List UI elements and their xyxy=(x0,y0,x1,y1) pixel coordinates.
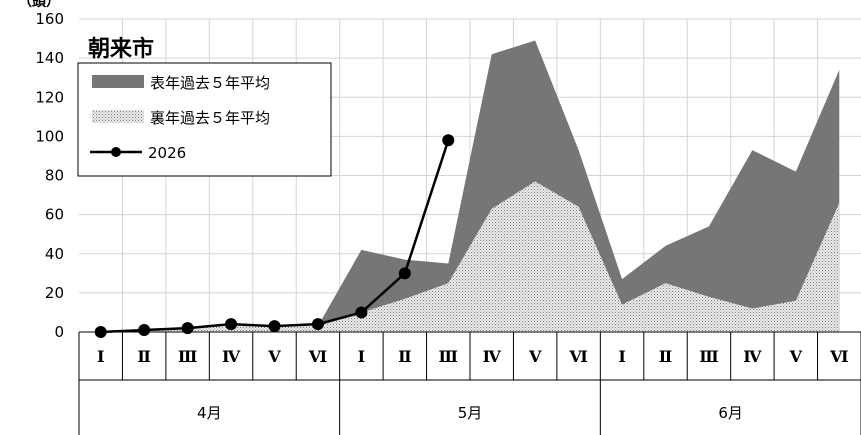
x-tick-label: Ⅳ xyxy=(743,347,762,366)
point-2026 xyxy=(311,318,324,331)
y-axis-unit: （頭） xyxy=(18,0,60,10)
y-tick-label: 160 xyxy=(35,10,64,28)
y-tick-label: 140 xyxy=(35,49,64,67)
legend-label-ura: 裏年過去５年平均 xyxy=(150,109,270,127)
x-tick-label: Ⅱ xyxy=(659,347,672,366)
x-tick-label: Ⅵ xyxy=(308,347,327,366)
legend-label-2026: 2026 xyxy=(148,144,186,162)
month-label: 4月 xyxy=(197,404,222,422)
point-2026 xyxy=(355,306,368,319)
x-tick-label: Ⅴ xyxy=(267,347,281,366)
point-2026 xyxy=(94,326,107,338)
point-2026 xyxy=(181,322,194,335)
point-2026 xyxy=(268,320,281,333)
month-label: 5月 xyxy=(458,404,483,422)
y-tick-label: 80 xyxy=(45,167,64,185)
legend-marker-2026 xyxy=(111,147,121,157)
area-ura xyxy=(100,181,840,332)
x-tick-label: Ⅱ xyxy=(137,347,150,366)
x-tick-label: Ⅳ xyxy=(222,347,241,366)
legend-swatch-ura xyxy=(92,110,144,123)
legend: 表年過去５年平均 裏年過去５年平均 2026 xyxy=(77,62,332,177)
x-tick-label: Ⅰ xyxy=(358,347,365,366)
y-tick-label: 120 xyxy=(35,88,64,106)
y-tick-label: 20 xyxy=(45,284,64,302)
point-2026 xyxy=(225,318,238,331)
legend-label-omote: 表年過去５年平均 xyxy=(150,74,270,92)
point-2026 xyxy=(138,324,151,337)
x-tick-label: Ⅲ xyxy=(439,347,458,366)
area-omote xyxy=(100,40,840,333)
x-tick-label: Ⅳ xyxy=(483,347,502,366)
month-label: 6月 xyxy=(718,404,743,422)
x-tick-label: Ⅱ xyxy=(398,347,411,366)
y-tick-label: 60 xyxy=(45,206,64,224)
y-tick-label: 40 xyxy=(45,245,64,263)
x-tick-label: Ⅴ xyxy=(789,347,803,366)
x-tick-label: Ⅲ xyxy=(178,347,197,366)
x-tick-label: Ⅰ xyxy=(618,347,625,366)
x-tick-label: Ⅵ xyxy=(829,347,848,366)
y-tick-label: 100 xyxy=(35,127,64,145)
point-2026 xyxy=(442,134,455,147)
legend-swatch-omote xyxy=(92,75,144,88)
x-tick-label: Ⅲ xyxy=(699,347,718,366)
x-tick-label: Ⅰ xyxy=(97,347,104,366)
chart-title: 朝来市 xyxy=(88,36,154,62)
point-2026 xyxy=(398,267,411,280)
x-tick-label: Ⅴ xyxy=(528,347,542,366)
y-tick-label: 0 xyxy=(54,323,64,341)
x-tick-label: Ⅵ xyxy=(568,347,587,366)
